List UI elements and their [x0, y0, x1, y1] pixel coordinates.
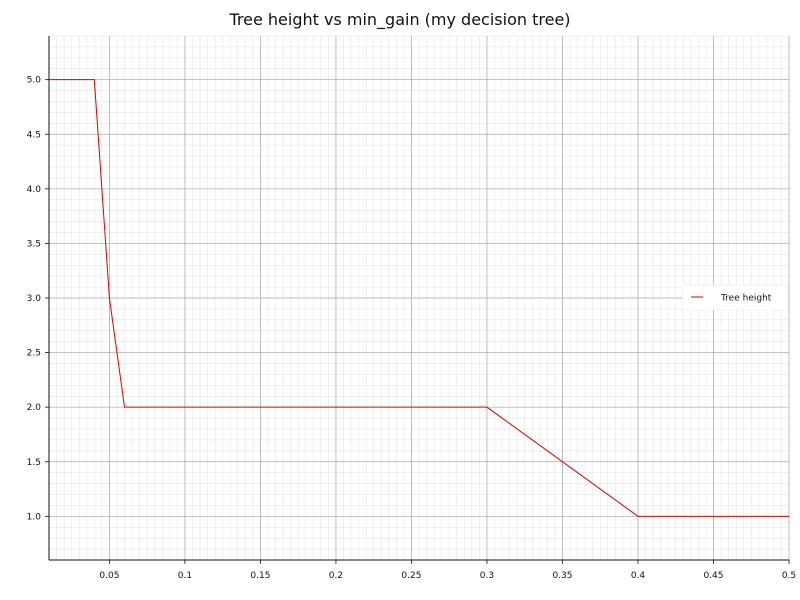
x-tick-label: 0.45: [703, 571, 723, 581]
y-tick-label: 4.0: [27, 185, 42, 195]
x-axis-ticks: 0.05 0.1 0.15 0.2 0.25 0.3 0.35 0.4 0.45 0.5: [99, 560, 796, 581]
y-tick-label: 2.5: [27, 349, 41, 359]
series-line-tree-height: [49, 79, 789, 517]
x-tick-label: 0.05: [99, 571, 119, 581]
x-tick-label: 0.1: [178, 571, 192, 581]
y-tick-label: 1.0: [27, 512, 42, 522]
y-tick-label: 3.5: [27, 239, 41, 249]
y-axis-ticks: 1.0 1.5 2.0 2.5 3.0 3.5 4.0 4.5 5.0: [27, 76, 49, 522]
y-tick-label: 5.0: [27, 76, 42, 86]
series-layer: [49, 79, 789, 517]
y-tick-label: 1.5: [27, 458, 41, 468]
x-tick-label: 0.3: [480, 571, 494, 581]
x-tick-label: 0.5: [782, 571, 796, 581]
y-tick-label: 3.0: [27, 294, 42, 304]
chart-title: Tree height vs min_gain (my decision tre…: [229, 10, 571, 29]
x-tick-label: 0.25: [401, 571, 421, 581]
x-tick-label: 0.15: [250, 571, 270, 581]
legend-label: Tree height: [720, 294, 772, 304]
x-tick-label: 0.2: [329, 571, 343, 581]
x-tick-label: 0.35: [552, 571, 572, 581]
y-tick-label: 2.0: [27, 403, 42, 413]
legend: Tree height: [681, 284, 789, 311]
x-tick-label: 0.4: [631, 571, 646, 581]
y-tick-label: 4.5: [27, 130, 41, 140]
